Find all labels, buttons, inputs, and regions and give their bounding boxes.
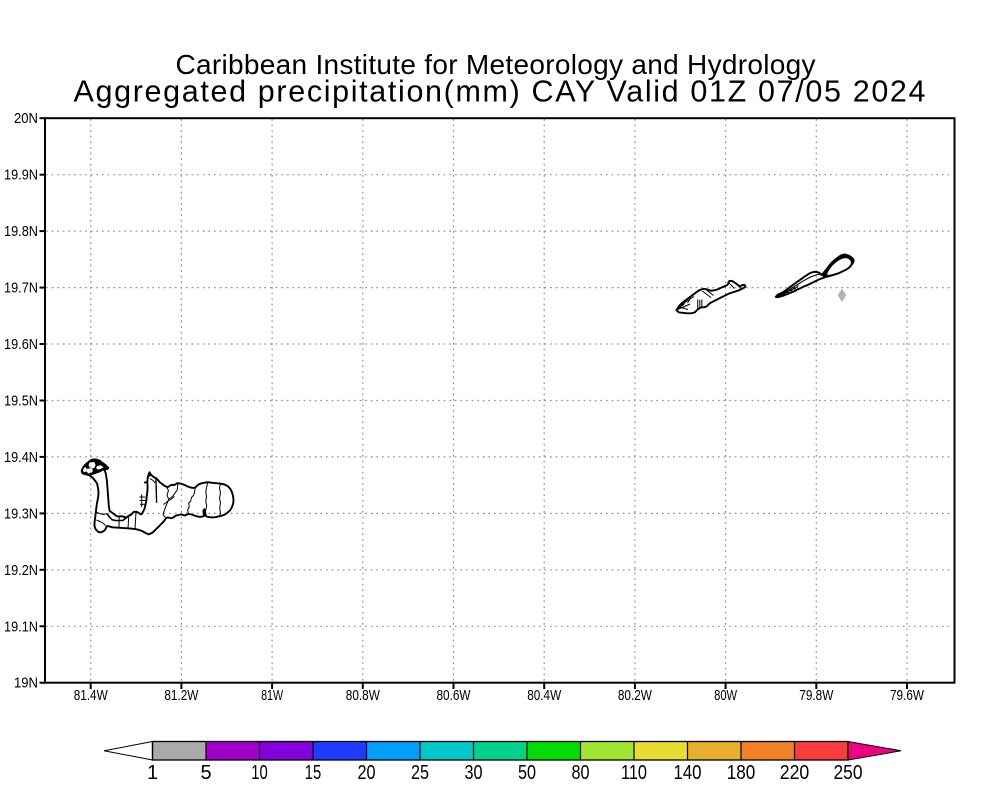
- svg-text:15: 15: [305, 762, 322, 784]
- svg-text:19.5N: 19.5N: [4, 393, 38, 410]
- svg-text:19.3N: 19.3N: [4, 505, 38, 522]
- svg-text:80.6W: 80.6W: [437, 687, 472, 704]
- svg-text:20N: 20N: [14, 110, 38, 127]
- svg-text:79.6W: 79.6W: [890, 687, 925, 704]
- svg-text:80W: 80W: [714, 687, 738, 704]
- svg-text:5: 5: [200, 762, 211, 784]
- svg-text:25: 25: [411, 762, 429, 784]
- svg-text:180: 180: [727, 762, 756, 784]
- svg-text:19.4N: 19.4N: [4, 449, 38, 466]
- svg-text:250: 250: [834, 762, 863, 784]
- svg-text:30: 30: [465, 762, 483, 784]
- svg-text:140: 140: [674, 762, 702, 784]
- svg-text:19.8N: 19.8N: [4, 223, 38, 240]
- svg-text:220: 220: [780, 762, 810, 784]
- svg-text:19.6N: 19.6N: [4, 336, 38, 353]
- svg-text:79.8W: 79.8W: [799, 687, 834, 704]
- svg-text:1: 1: [147, 762, 158, 784]
- svg-text:80.4W: 80.4W: [527, 687, 562, 704]
- svg-text:110: 110: [621, 762, 647, 784]
- svg-text:81.4W: 81.4W: [74, 687, 109, 704]
- svg-text:81W: 81W: [261, 687, 284, 704]
- svg-text:19.1N: 19.1N: [4, 618, 38, 635]
- svg-text:80: 80: [572, 762, 590, 784]
- svg-text:19.2N: 19.2N: [4, 562, 38, 579]
- svg-text:19.7N: 19.7N: [4, 280, 38, 297]
- svg-text:81.2W: 81.2W: [164, 687, 199, 704]
- svg-text:19.9N: 19.9N: [4, 167, 38, 184]
- svg-text:Caribbean Institute for Meteor: Caribbean Institute for Meteorology and …: [176, 49, 816, 80]
- svg-text:20: 20: [358, 762, 376, 784]
- svg-text:19N: 19N: [14, 675, 38, 692]
- svg-text:Aggregated precipitation(mm) C: Aggregated precipitation(mm) CAY Valid 0…: [74, 75, 926, 109]
- svg-text:80.8W: 80.8W: [346, 687, 381, 704]
- svg-text:50: 50: [518, 762, 536, 784]
- svg-text:10: 10: [251, 762, 268, 784]
- svg-text:80.2W: 80.2W: [618, 687, 653, 704]
